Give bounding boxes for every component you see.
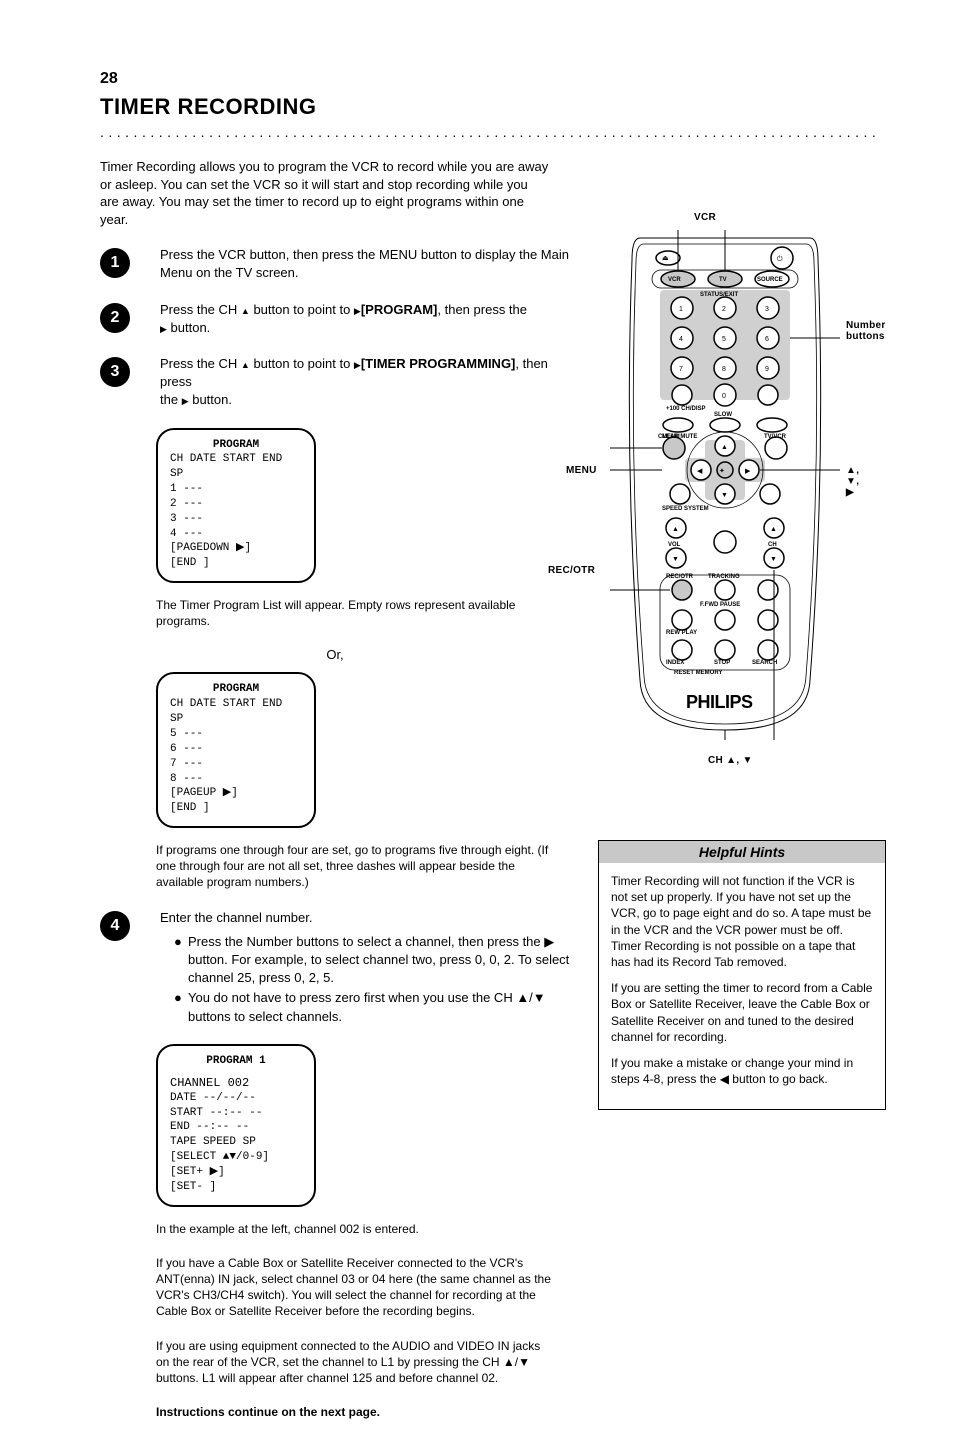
callout-menu: MENU	[566, 465, 597, 476]
svg-text:6: 6	[765, 336, 769, 343]
svg-text:✦: ✦	[719, 467, 725, 475]
helpful-hints-box: Helpful Hints Timer Recording will not f…	[598, 840, 886, 1110]
caption-3c: If you are using equipment connected to …	[156, 1338, 556, 1387]
callout-ch: CH ▲, ▼	[708, 755, 753, 766]
intro-paragraph: Timer Recording allows you to program th…	[100, 158, 550, 228]
step-1: 1 Press the VCR button, then press the M…	[100, 246, 570, 282]
osd-program-list-2: PROGRAM CH DATE START END SP 5 --- 6 ---…	[156, 672, 316, 828]
svg-text:SOURCE: SOURCE	[757, 277, 783, 283]
osd-program-detail: PROGRAM 1 CHANNEL 002 DATE --/--/-- STAR…	[156, 1044, 316, 1207]
svg-text:7: 7	[679, 366, 683, 373]
svg-text:RESET MEMORY: RESET MEMORY	[674, 670, 722, 676]
svg-text:F.FWD PAUSE: F.FWD PAUSE	[700, 602, 740, 608]
step-4: 4 Enter the channel number. ●Press the N…	[100, 909, 570, 1026]
svg-text:⏻: ⏻	[777, 255, 783, 263]
hints-p2: If you are setting the timer to record f…	[611, 980, 873, 1045]
svg-text:VOL: VOL	[668, 542, 681, 548]
caption-3d: Instructions continue on the next page.	[156, 1404, 556, 1420]
step-3-number: 3	[100, 357, 130, 387]
svg-text:2: 2	[722, 306, 726, 313]
svg-text:▲: ▲	[672, 526, 679, 533]
or-label: Or,	[100, 647, 570, 662]
svg-text:▲: ▲	[770, 526, 777, 533]
remote-illustration: VCR Number buttons MENU ▲, ▼, ▶ REC/OTR …	[610, 230, 870, 740]
svg-text:STATUS/EXIT: STATUS/EXIT	[700, 292, 738, 298]
step-3-text: Press the CH button to point to [TIMER P…	[160, 355, 570, 410]
step-3: 3 Press the CH button to point to [TIMER…	[100, 355, 570, 410]
svg-text:0: 0	[722, 393, 726, 400]
step-4-text: Enter the channel number. ●Press the Num…	[160, 909, 570, 1026]
svg-text:SPEED SYSTEM: SPEED SYSTEM	[662, 506, 709, 512]
osd-program-list-1: PROGRAM CH DATE START END SP 1 --- 2 ---…	[156, 428, 316, 584]
svg-text:1: 1	[679, 306, 683, 313]
svg-text:TV: TV	[719, 277, 727, 283]
svg-text:TV/VCR: TV/VCR	[764, 434, 787, 440]
svg-text:REW PLAY: REW PLAY	[666, 630, 697, 636]
caption-3b: If you have a Cable Box or Satellite Rec…	[156, 1255, 556, 1320]
page-number: 28	[100, 70, 880, 88]
svg-text:8: 8	[722, 366, 726, 373]
callout-arrows: ▲, ▼, ▶	[846, 465, 870, 498]
svg-text:REC/OTR: REC/OTR	[666, 574, 694, 580]
hints-p1: Timer Recording will not function if the…	[611, 873, 873, 970]
steps-column: 1 Press the VCR button, then press the M…	[100, 246, 570, 1420]
hints-p3: If you make a mistake or change your min…	[611, 1055, 873, 1087]
callout-vcr: VCR	[694, 212, 716, 223]
page-title: TIMER RECORDING	[100, 94, 880, 120]
svg-text:+100 CH/DISP: +100 CH/DISP	[666, 406, 706, 412]
svg-text:TRACKING: TRACKING	[708, 574, 740, 580]
svg-text:5: 5	[722, 336, 726, 343]
step-1-number: 1	[100, 248, 130, 278]
svg-text:MENU: MENU	[662, 434, 680, 440]
svg-text:▼: ▼	[672, 556, 679, 563]
svg-text:9: 9	[765, 366, 769, 373]
caption-3a: In the example at the left, channel 002 …	[156, 1221, 556, 1237]
step-2-text: Press the CH button to point to [PROGRAM…	[160, 301, 570, 337]
svg-text:◀: ◀	[697, 468, 703, 475]
step-2-number: 2	[100, 303, 130, 333]
svg-text:▼: ▼	[770, 556, 777, 563]
callout-numbers: Number buttons	[846, 320, 906, 342]
svg-text:4: 4	[679, 336, 683, 343]
title-divider: ........................................…	[100, 124, 880, 140]
svg-text:⏏: ⏏	[662, 255, 669, 262]
callout-rec: REC/OTR	[548, 565, 595, 576]
caption-2: If programs one through four are set, go…	[156, 842, 556, 891]
svg-text:STOP: STOP	[714, 660, 730, 666]
step-1-text: Press the VCR button, then press the MEN…	[160, 246, 570, 282]
step-4-number: 4	[100, 911, 130, 941]
svg-text:3: 3	[765, 306, 769, 313]
hints-header: Helpful Hints	[599, 841, 885, 863]
svg-text:▲: ▲	[721, 444, 728, 451]
svg-text:▼: ▼	[721, 492, 728, 499]
svg-text:CH: CH	[768, 542, 777, 548]
svg-text:PHILIPS: PHILIPS	[686, 692, 753, 712]
svg-text:SLOW: SLOW	[714, 412, 732, 418]
step-2: 2 Press the CH button to point to [PROGR…	[100, 301, 570, 337]
svg-text:INDEX: INDEX	[666, 660, 684, 666]
svg-text:VCR: VCR	[668, 277, 681, 283]
caption-1: The Timer Program List will appear. Empt…	[156, 597, 556, 629]
svg-text:▶: ▶	[745, 468, 751, 475]
